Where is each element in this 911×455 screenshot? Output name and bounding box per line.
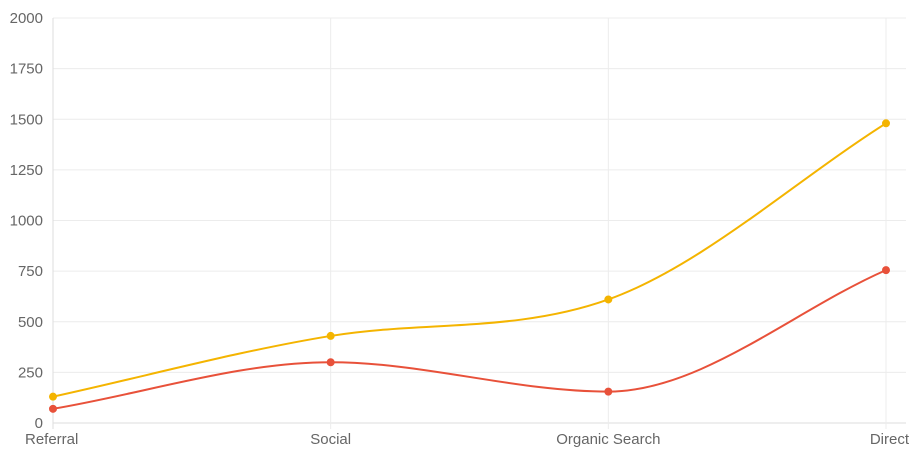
axis-layer: 0 250 500 750 1000 1250 1500 1750 2000 Referral So… (10, 10, 910, 448)
x-tick-label: Social (310, 431, 351, 448)
x-tick-label: Organic Search (556, 431, 660, 448)
y-tick-label: 1500 (10, 111, 43, 128)
y-tick-label: 500 (18, 314, 43, 331)
y-tick-label: 0 (35, 415, 43, 432)
data-point-0-1[interactable] (326, 331, 335, 340)
y-tick-label: 1750 (10, 61, 43, 78)
data-point-1-1[interactable] (326, 358, 335, 367)
point-layer (49, 119, 890, 413)
series-line-1 (52, 269, 887, 410)
data-point-1-2[interactable] (604, 387, 613, 396)
y-tick-label: 1000 (10, 213, 43, 230)
y-tick-label: 2000 (10, 10, 43, 27)
x-tick-label: Direct (870, 431, 910, 448)
data-point-0-0[interactable] (49, 392, 57, 401)
series-layer (52, 122, 887, 410)
series-line-0 (52, 122, 887, 398)
y-tick-label: 1250 (10, 162, 43, 179)
data-point-1-3[interactable] (882, 266, 890, 275)
data-point-1-0[interactable] (49, 404, 57, 413)
data-point-0-2[interactable] (604, 295, 613, 304)
y-tick-label: 250 (18, 364, 43, 381)
y-tick-label: 750 (18, 263, 43, 280)
data-point-0-3[interactable] (882, 119, 890, 128)
grid-layer (52, 17, 906, 429)
x-tick-label: Referral (25, 431, 78, 448)
